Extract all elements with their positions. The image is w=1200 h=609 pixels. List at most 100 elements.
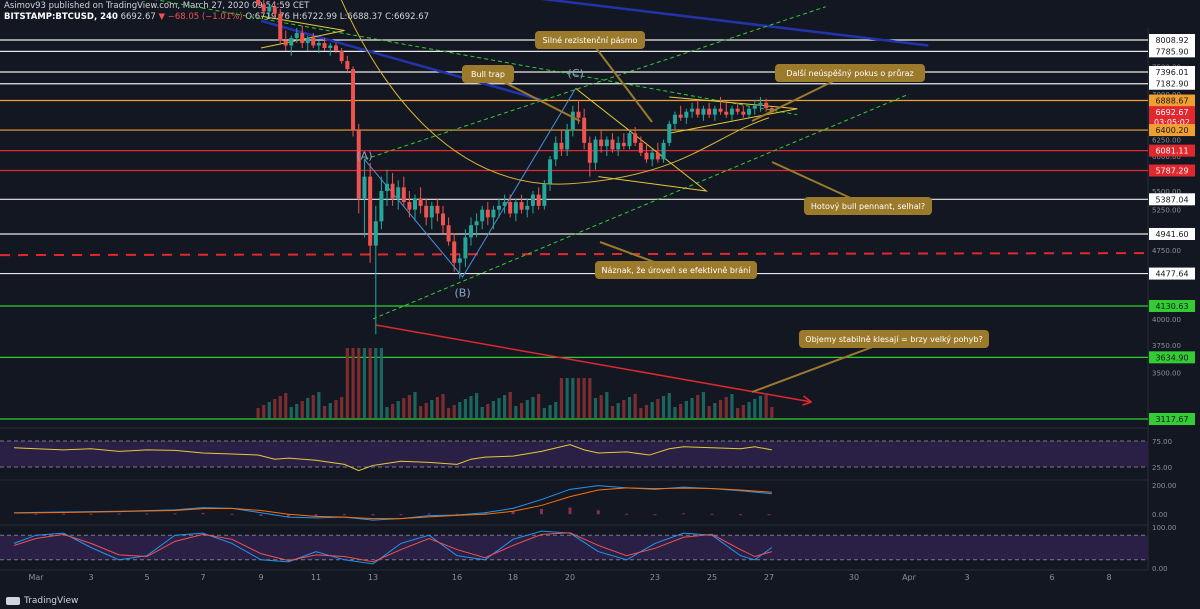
- candle-body: [752, 105, 757, 109]
- volume-bar: [724, 397, 728, 418]
- volume-bar: [605, 392, 609, 418]
- macd-histogram-bar: [682, 513, 685, 515]
- macd-histogram-bar: [34, 513, 38, 515]
- candle-body: [627, 133, 632, 147]
- candle-body: [695, 108, 700, 115]
- price-tick-label: 5250.00: [1152, 207, 1181, 215]
- price-axis-label: [1149, 65, 1195, 78]
- candle-body: [407, 202, 412, 210]
- price-axis-label-text: 4477.64: [1155, 270, 1188, 279]
- candle-body: [650, 152, 655, 160]
- price-axis-label-text: 6081.11: [1155, 147, 1188, 156]
- macd-line: [13, 485, 772, 521]
- price-tick-label: 4750.00: [1152, 247, 1181, 255]
- macd-histogram-bar: [314, 514, 318, 516]
- volume-bar: [391, 404, 395, 418]
- price-axis-label: [1149, 267, 1195, 280]
- candle-body: [621, 142, 626, 147]
- price-axis-label-text: 7396.01: [1155, 68, 1188, 77]
- price-axis-label: [1149, 77, 1195, 90]
- macd-histogram-bar: [596, 510, 600, 515]
- volume-bar: [741, 405, 745, 418]
- early-pennant: [260, 15, 345, 49]
- volume-bar: [644, 405, 649, 418]
- volume-bar: [639, 408, 643, 418]
- candle-body: [480, 209, 485, 222]
- price-axis-label: [1149, 164, 1195, 177]
- macd-histogram-bar: [455, 513, 459, 515]
- candle-body: [362, 176, 367, 199]
- volume-bar: [458, 402, 462, 418]
- candle-body: [373, 221, 378, 246]
- volume-bar: [576, 378, 581, 418]
- macd-histogram-bar: [399, 514, 403, 516]
- time-tick-label: 25: [707, 573, 717, 582]
- macd-tick-label: 0.00: [1152, 511, 1168, 519]
- candle-body: [519, 202, 524, 210]
- candle-body: [587, 142, 592, 163]
- candle-body: [536, 194, 541, 206]
- price-tick-label: 3750.00: [1152, 342, 1181, 350]
- volume-bar: [696, 395, 700, 418]
- volume-bar: [300, 401, 304, 418]
- time-tick-label: Apr: [902, 573, 917, 582]
- price-axis-label: [1149, 45, 1195, 58]
- candle-body: [565, 130, 570, 150]
- time-tick-label: 3: [88, 573, 93, 582]
- candle-body: [513, 202, 518, 214]
- candle-body: [328, 45, 333, 49]
- volume-bar: [559, 378, 564, 418]
- volume-bar: [447, 408, 451, 418]
- volume-bar: [328, 403, 332, 418]
- volume-bar: [565, 378, 569, 418]
- macd-histogram-bar: [511, 511, 515, 515]
- volume-bar: [736, 408, 740, 418]
- volume-bar: [525, 400, 529, 418]
- volume-bar: [633, 394, 637, 418]
- volume-bar: [571, 378, 575, 418]
- macd-histogram-bar: [230, 513, 234, 515]
- volume-bar: [491, 401, 495, 418]
- macd-histogram-bar: [343, 514, 346, 516]
- candle-body: [469, 225, 473, 238]
- candle-body: [316, 42, 321, 46]
- volume-bar: [514, 406, 518, 418]
- time-tick-label: 20: [565, 573, 575, 582]
- candle-body: [707, 108, 712, 115]
- volume-bar: [317, 392, 321, 418]
- volume-bar: [345, 348, 349, 418]
- price-axis-label: [1149, 299, 1195, 312]
- time-tick-label: 6: [1049, 573, 1054, 582]
- candle-body: [644, 152, 649, 160]
- candle-body: [413, 198, 417, 210]
- macd-histogram-bar: [710, 513, 714, 515]
- candle-body: [463, 237, 468, 259]
- volume-bar: [713, 403, 717, 418]
- price-axis-label: [1149, 106, 1195, 119]
- price-axis-label-text: 4130.63: [1155, 302, 1188, 311]
- candle-body: [542, 183, 547, 206]
- volume-bar: [684, 401, 688, 418]
- stoch-band: [0, 535, 1148, 560]
- rsi-line: [13, 444, 772, 472]
- volume-bar: [475, 393, 479, 418]
- volume-bar: [497, 398, 501, 418]
- candle-body: [599, 139, 604, 147]
- volume-bar: [508, 392, 512, 418]
- price-axis-label: [1149, 193, 1195, 206]
- macd-histogram-bar: [739, 514, 742, 516]
- candle-body: [435, 205, 440, 214]
- time-tick-label: 8: [1106, 573, 1111, 582]
- candle-body: [424, 205, 429, 218]
- price-axis-label-text: 03:05:02: [1154, 118, 1190, 127]
- candle-body: [729, 108, 734, 115]
- price-axis-label-text: 8008.92: [1155, 36, 1188, 45]
- volume-bar: [379, 348, 383, 418]
- time-tick-label: 23: [650, 573, 660, 582]
- volume-bar: [730, 394, 734, 418]
- macd-histogram-bar: [568, 507, 572, 515]
- wave-label: (B): [455, 286, 471, 299]
- macd-signal-line: [13, 487, 772, 520]
